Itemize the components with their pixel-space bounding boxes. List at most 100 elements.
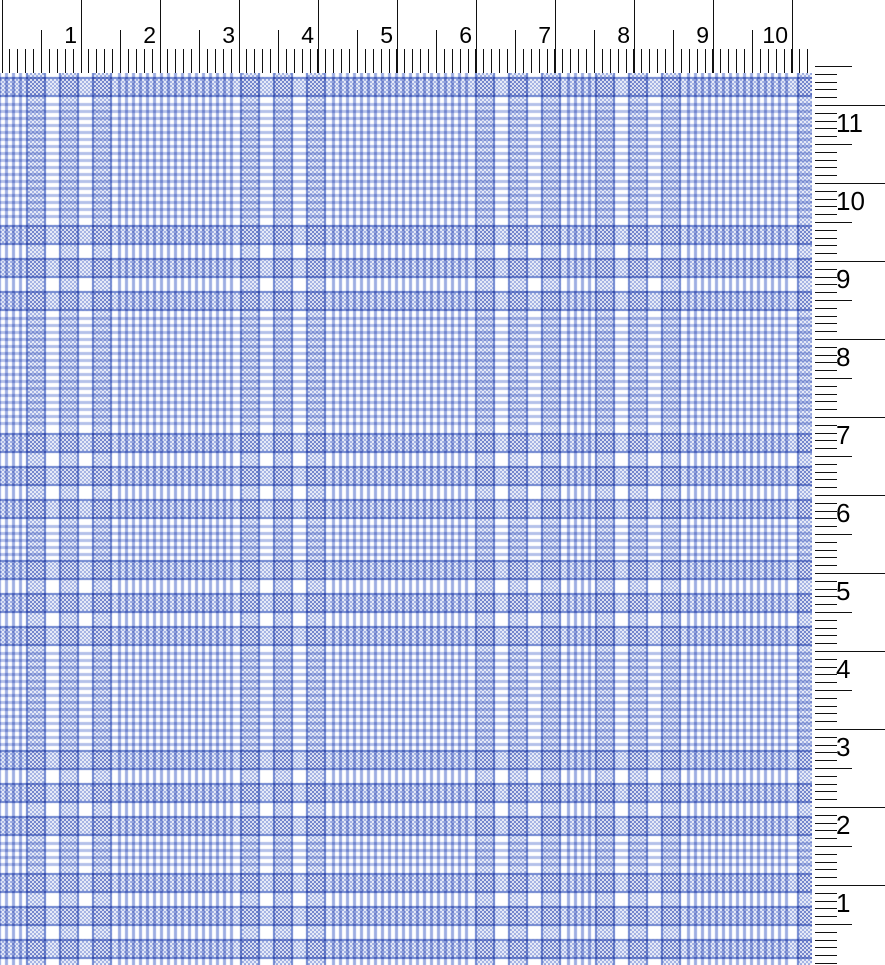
ruler-tick bbox=[491, 49, 492, 73]
ruler-tick bbox=[815, 823, 837, 824]
ruler-tick bbox=[96, 49, 97, 73]
ruler-tick bbox=[270, 49, 271, 73]
ruler-tick bbox=[41, 30, 42, 73]
ruler-tick bbox=[815, 136, 837, 137]
ruler-tick bbox=[254, 49, 255, 73]
ruler-number: 8 bbox=[617, 22, 630, 48]
ruler-number: 4 bbox=[836, 654, 851, 684]
ruler-tick bbox=[815, 292, 837, 293]
ruler-tick bbox=[475, 49, 476, 73]
ruler-tick bbox=[815, 105, 885, 106]
ruler-tick bbox=[215, 49, 216, 73]
ruler-tick bbox=[815, 128, 837, 129]
ruler-tick bbox=[815, 433, 837, 434]
ruler-tick bbox=[815, 222, 852, 223]
plaid-pattern-canvas[interactable] bbox=[0, 73, 812, 965]
ruler-tick bbox=[483, 49, 484, 73]
ruler-tick bbox=[815, 830, 837, 831]
ruler-tick bbox=[231, 49, 232, 73]
ruler-tick bbox=[792, 0, 793, 73]
horizontal-ruler[interactable]: 1 2 3 4 5 6 7 8 9 10 bbox=[0, 0, 885, 73]
ruler-tick bbox=[815, 82, 837, 83]
ruler-tick bbox=[397, 0, 398, 73]
ruler-number: 1 bbox=[64, 22, 77, 48]
ruler-tick bbox=[341, 49, 342, 73]
ruler-tick bbox=[815, 253, 837, 254]
ruler-tick bbox=[555, 0, 556, 73]
ruler-tick bbox=[815, 409, 837, 410]
ruler-tick bbox=[728, 49, 729, 73]
ruler-tick bbox=[815, 885, 885, 886]
ruler-tick bbox=[815, 667, 837, 668]
ruler-tick bbox=[586, 49, 587, 73]
ruler-tick bbox=[815, 550, 837, 551]
ruler-tick bbox=[815, 479, 837, 480]
ruler-tick bbox=[104, 49, 105, 73]
ruler-tick bbox=[239, 0, 240, 73]
ruler-number: 5 bbox=[380, 22, 393, 48]
ruler-tick bbox=[815, 924, 852, 925]
ruler-tick bbox=[815, 916, 837, 917]
ruler-tick bbox=[815, 230, 837, 231]
ruler-number: 5 bbox=[836, 576, 851, 606]
ruler-tick bbox=[136, 49, 137, 73]
ruler-tick bbox=[815, 511, 837, 512]
ruler-tick bbox=[815, 206, 837, 207]
ruler-tick bbox=[175, 49, 176, 73]
ruler-tick bbox=[815, 799, 837, 800]
ruler-tick bbox=[799, 49, 800, 73]
ruler-number: 3 bbox=[222, 22, 235, 48]
ruler-tick bbox=[705, 49, 706, 73]
ruler-tick bbox=[815, 503, 837, 504]
ruler-tick bbox=[815, 308, 837, 309]
ruler-tick bbox=[499, 49, 500, 73]
ruler-tick bbox=[815, 612, 852, 613]
ruler-tick bbox=[815, 628, 837, 629]
ruler-tick bbox=[815, 713, 837, 714]
ruler-number: 2 bbox=[836, 810, 851, 840]
ruler-tick bbox=[815, 698, 837, 699]
ruler-tick bbox=[815, 277, 837, 278]
ruler-tick bbox=[815, 261, 885, 262]
ruler-tick bbox=[815, 643, 837, 644]
ruler-tick bbox=[815, 401, 837, 402]
ruler-tick bbox=[412, 49, 413, 73]
ruler-tick bbox=[815, 838, 837, 839]
ruler-tick bbox=[191, 49, 192, 73]
ruler-tick bbox=[815, 706, 837, 707]
ruler-tick bbox=[160, 0, 161, 73]
ruler-tick bbox=[515, 30, 516, 73]
ruler-tick bbox=[815, 339, 885, 340]
ruler-tick bbox=[815, 690, 852, 691]
ruler-tick bbox=[657, 49, 658, 73]
ruler-tick bbox=[673, 30, 674, 73]
ruler-tick bbox=[554, 49, 555, 73]
ruler-tick bbox=[815, 378, 852, 379]
ruler-tick bbox=[246, 49, 247, 73]
ruler-tick bbox=[112, 49, 113, 73]
ruler-tick bbox=[815, 316, 837, 317]
ruler-tick bbox=[815, 682, 837, 683]
ruler-tick bbox=[815, 565, 837, 566]
ruler-tick bbox=[815, 659, 837, 660]
ruler-tick bbox=[594, 30, 595, 73]
ruler-tick bbox=[815, 854, 837, 855]
ruler-tick bbox=[815, 355, 837, 356]
ruler-tick bbox=[815, 121, 837, 122]
ruler-tick bbox=[815, 448, 837, 449]
ruler-tick bbox=[641, 49, 642, 73]
ruler-tick bbox=[207, 49, 208, 73]
ruler-tick bbox=[317, 49, 318, 73]
ruler-tick bbox=[381, 49, 382, 73]
ruler-number: 3 bbox=[836, 732, 851, 762]
ruler-tick bbox=[373, 49, 374, 73]
ruler-tick bbox=[815, 347, 837, 348]
ruler-tick bbox=[815, 456, 852, 457]
ruler-tick bbox=[815, 807, 885, 808]
ruler-tick bbox=[404, 49, 405, 73]
ruler-number: 9 bbox=[696, 22, 709, 48]
ruler-tick bbox=[697, 49, 698, 73]
ruler-tick bbox=[815, 89, 837, 90]
ruler-tick bbox=[815, 487, 837, 488]
vertical-ruler[interactable]: 11 10 9 8 7 6 5 4 3 2 1 bbox=[812, 63, 885, 965]
